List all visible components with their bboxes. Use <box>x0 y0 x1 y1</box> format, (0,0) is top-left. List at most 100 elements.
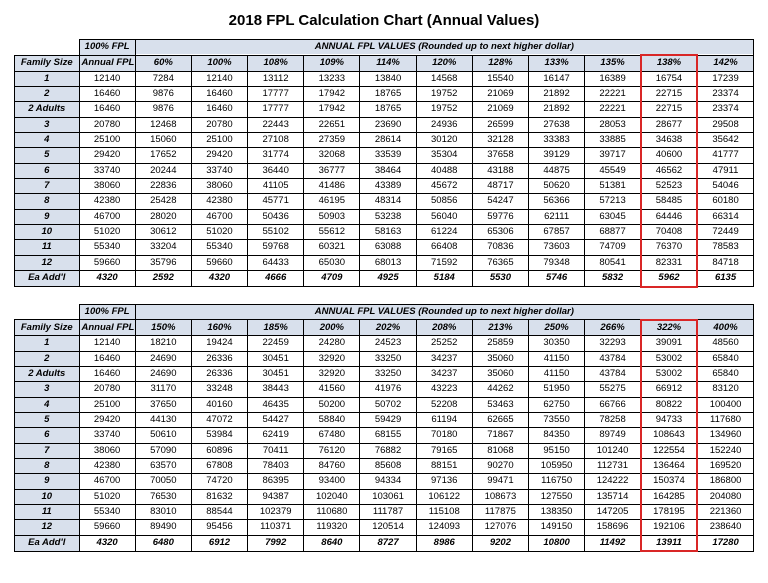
annual-fpl-cell: 59660 <box>79 520 135 535</box>
value-cell: 35060 <box>472 351 528 366</box>
value-cell: 13233 <box>304 71 360 86</box>
value-cell: 34237 <box>416 366 472 381</box>
family-size-cell: 8 <box>15 458 80 473</box>
value-cell: 80541 <box>585 255 641 270</box>
value-cell: 15060 <box>135 133 191 148</box>
value-cell: 88151 <box>416 458 472 473</box>
ea-addl-cell: 5746 <box>529 271 585 287</box>
value-cell: 36440 <box>248 163 304 178</box>
value-cell: 59776 <box>472 209 528 224</box>
value-cell: 17652 <box>135 148 191 163</box>
value-cell: 13840 <box>360 71 416 86</box>
value-cell: 22715 <box>641 102 697 117</box>
pct-header: 128% <box>472 55 528 71</box>
value-cell: 32068 <box>304 148 360 163</box>
value-cell: 21069 <box>472 87 528 102</box>
value-cell: 42380 <box>191 194 247 209</box>
value-cell: 30120 <box>416 133 472 148</box>
table-row: 7380602283638060411054148643389456724871… <box>15 179 754 194</box>
page-title: 2018 FPL Calculation Chart (Annual Value… <box>14 12 754 29</box>
table-row: 9467007005074720863959340094334971369947… <box>15 474 754 489</box>
family-size-cell: 5 <box>15 148 80 163</box>
value-cell: 238640 <box>697 520 753 535</box>
value-cell: 39091 <box>641 336 697 351</box>
value-cell: 68877 <box>585 225 641 240</box>
value-cell: 37658 <box>472 148 528 163</box>
annual-fpl-cell: 33740 <box>79 163 135 178</box>
value-cell: 51020 <box>191 225 247 240</box>
value-cell: 50610 <box>135 428 191 443</box>
value-cell: 26336 <box>191 351 247 366</box>
value-cell: 164285 <box>641 489 697 504</box>
table-row: 1121407284121401311213233138401456815540… <box>15 71 754 86</box>
annual-fpl-header: Annual FPL <box>79 320 135 336</box>
annual-fpl-cell: 55340 <box>79 504 135 519</box>
value-cell: 33383 <box>529 133 585 148</box>
pct-header: 109% <box>304 55 360 71</box>
pct-header: 213% <box>472 320 528 336</box>
table-row: 1259660357965966064433650306801371592763… <box>15 255 754 270</box>
family-size-cell: 4 <box>15 397 80 412</box>
value-cell: 30451 <box>248 351 304 366</box>
value-cell: 64433 <box>248 255 304 270</box>
table-row: 1121401821019424224592428024523252522585… <box>15 336 754 351</box>
value-cell: 65030 <box>304 255 360 270</box>
value-cell: 30451 <box>248 366 304 381</box>
value-cell: 54046 <box>697 179 753 194</box>
value-cell: 25252 <box>416 336 472 351</box>
value-cell: 9876 <box>135 102 191 117</box>
family-size-cell: 6 <box>15 163 80 178</box>
ea-addl-afpl: 4320 <box>79 535 135 551</box>
value-cell: 31170 <box>135 382 191 397</box>
value-cell: 89490 <box>135 520 191 535</box>
family-size-cell: 10 <box>15 225 80 240</box>
value-cell: 53238 <box>360 209 416 224</box>
table-row: 6337402024433740364403677738464404884318… <box>15 163 754 178</box>
value-cell: 46435 <box>248 397 304 412</box>
value-cell: 63088 <box>360 240 416 255</box>
pct-header: 133% <box>529 55 585 71</box>
table-row: 1051020765308163294387102040103061106122… <box>15 489 754 504</box>
value-cell: 62665 <box>472 412 528 427</box>
value-cell: 72449 <box>697 225 753 240</box>
value-cell: 94733 <box>641 412 697 427</box>
value-cell: 138350 <box>529 504 585 519</box>
value-cell: 111787 <box>360 504 416 519</box>
value-cell: 110680 <box>304 504 360 519</box>
value-cell: 56366 <box>529 194 585 209</box>
value-cell: 103061 <box>360 489 416 504</box>
value-cell: 17239 <box>697 71 753 86</box>
value-cell: 21892 <box>529 87 585 102</box>
value-cell: 35796 <box>135 255 191 270</box>
annual-fpl-cell: 55340 <box>79 240 135 255</box>
value-cell: 55275 <box>585 382 641 397</box>
pct-header: 100% <box>191 55 247 71</box>
value-cell: 22651 <box>304 117 360 132</box>
value-cell: 108673 <box>472 489 528 504</box>
value-cell: 102379 <box>248 504 304 519</box>
value-cell: 117680 <box>697 412 753 427</box>
value-cell: 32920 <box>304 351 360 366</box>
value-cell: 38060 <box>191 179 247 194</box>
value-cell: 178195 <box>641 504 697 519</box>
pct-header: 138% <box>641 55 697 71</box>
value-cell: 95456 <box>191 520 247 535</box>
value-cell: 24523 <box>360 336 416 351</box>
family-size-cell: 5 <box>15 412 80 427</box>
family-size-cell: 7 <box>15 179 80 194</box>
value-cell: 46562 <box>641 163 697 178</box>
value-cell: 16147 <box>529 71 585 86</box>
value-cell: 127550 <box>529 489 585 504</box>
ea-addl-cell: 10800 <box>529 535 585 551</box>
value-cell: 53002 <box>641 351 697 366</box>
value-cell: 100400 <box>697 397 753 412</box>
family-size-cell: 3 <box>15 117 80 132</box>
annual-fpl-cell: 29420 <box>79 412 135 427</box>
value-cell: 51950 <box>529 382 585 397</box>
table-row: 3207803117033248384434156041976432234426… <box>15 382 754 397</box>
value-cell: 19424 <box>191 336 247 351</box>
value-cell: 41150 <box>529 351 585 366</box>
pct-header: 185% <box>248 320 304 336</box>
value-cell: 40160 <box>191 397 247 412</box>
pct-header: 322% <box>641 320 697 336</box>
